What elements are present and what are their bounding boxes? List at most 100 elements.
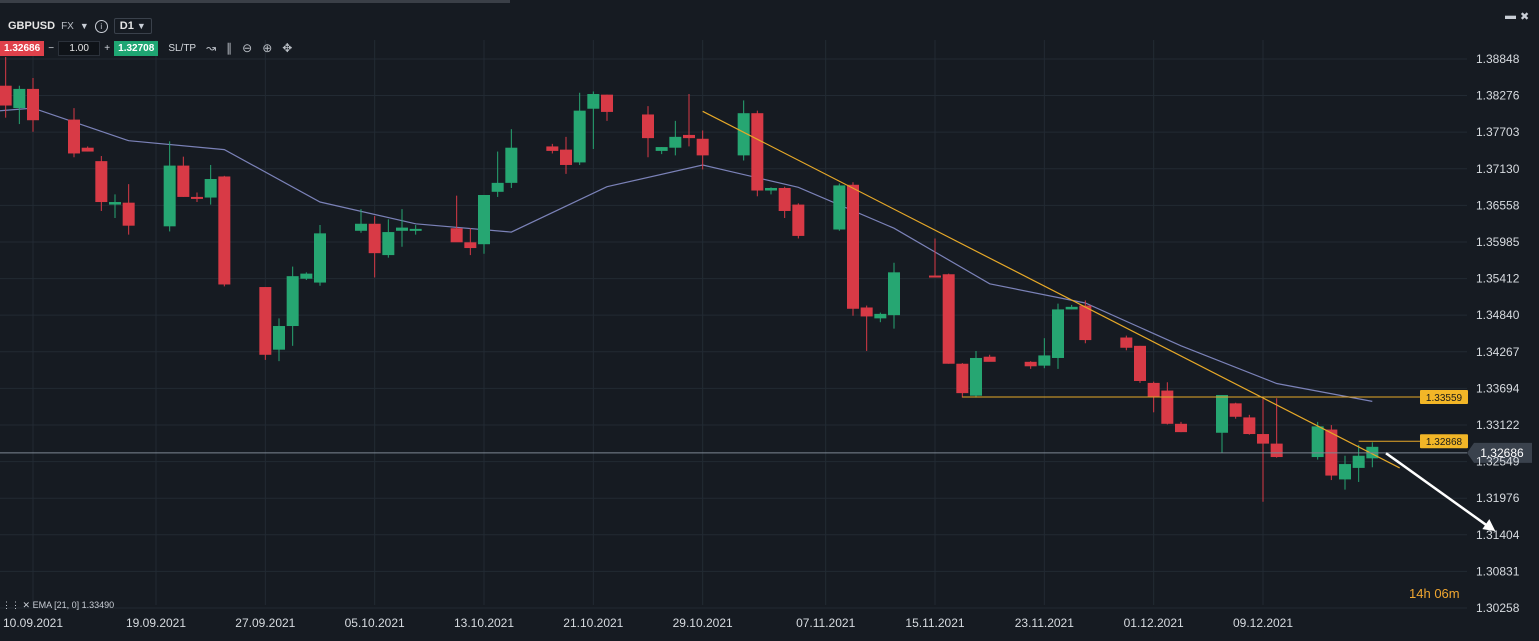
candle-body	[983, 356, 996, 362]
countdown-hours: 14h	[1409, 586, 1431, 601]
trendline	[702, 110, 1400, 469]
candle	[505, 129, 518, 188]
zoom-in-icon[interactable]: ⊕	[262, 41, 273, 55]
line-chart-icon[interactable]: ↝	[206, 41, 217, 55]
candle	[1243, 414, 1256, 435]
info-icon[interactable]: i	[94, 19, 108, 33]
buy-button[interactable]: 1.32708	[114, 40, 159, 56]
quantity-field[interactable]: 1.00	[58, 40, 101, 56]
candle-body	[81, 147, 94, 152]
candle	[191, 192, 203, 203]
candle-body	[737, 113, 750, 156]
candle-body	[601, 94, 613, 112]
timeframe-label: D1	[119, 20, 134, 32]
x-tick-label: 23.11.2021	[1015, 616, 1074, 630]
candle-body	[587, 94, 600, 109]
axis-layer: 1.38848 1.38276 1.37703 1.37130 1.36558 1.359…	[3, 52, 1520, 630]
candle-body	[683, 134, 695, 139]
quantity-increase-button[interactable]: +	[104, 42, 111, 54]
candle	[409, 225, 422, 235]
candle	[450, 195, 463, 243]
top-border	[0, 0, 510, 3]
candle	[27, 78, 39, 132]
candle-body	[1038, 355, 1051, 366]
chevron-down-icon[interactable]: ▼	[79, 21, 89, 31]
y-tick-label: 1.37703	[1476, 125, 1520, 139]
candle	[95, 156, 108, 211]
x-tick-label: 13.10.2021	[454, 616, 514, 630]
candle	[204, 164, 217, 205]
candle	[833, 183, 846, 231]
candle-body	[177, 165, 190, 197]
candle	[286, 266, 299, 346]
zoom-out-icon[interactable]: ⊖	[242, 41, 253, 55]
candle-body	[273, 326, 285, 350]
candle	[1134, 345, 1146, 383]
candle-body	[218, 176, 231, 285]
candle-body	[1079, 305, 1092, 341]
candle-body	[1352, 455, 1365, 468]
indicators-icon[interactable]: ∥	[226, 41, 233, 55]
y-tick-label: 1.35985	[1476, 235, 1520, 249]
symbol-toolbar: GBPUSD FX ▼ i D1 ▼	[8, 18, 152, 34]
close-icon[interactable]: ✕	[22, 600, 31, 610]
sl-tp-button[interactable]: SL/TP	[168, 42, 197, 54]
y-tick-label: 1.34267	[1476, 345, 1520, 359]
candle-body	[1175, 423, 1187, 433]
candle	[669, 120, 682, 156]
candle-body	[1311, 426, 1324, 458]
candle	[683, 94, 695, 147]
candle-body	[860, 307, 873, 317]
y-tick-label: 1.34840	[1476, 308, 1520, 322]
trade-row: 1.32686 − 1.00 + 1.32708 SL/TP ↝ ∥ ⊖ ⊕ ✥	[0, 40, 292, 56]
candle-body	[847, 184, 859, 309]
current-price-label: 1.32686	[1480, 446, 1524, 460]
y-tick-label: 1.32549	[1476, 455, 1520, 469]
candle	[737, 100, 750, 161]
drag-handle-icon[interactable]: ⋮⋮	[2, 600, 20, 610]
candle-body	[1052, 309, 1064, 358]
candle-body	[163, 165, 176, 227]
candle	[601, 94, 613, 121]
candle	[696, 130, 709, 170]
close-icon[interactable]: ✖	[1520, 11, 1530, 23]
candle-body	[560, 149, 572, 165]
candle	[1352, 444, 1365, 482]
drawings-layer: 1.33559 1.32868 1.32686	[0, 110, 1532, 532]
candle	[464, 228, 477, 256]
quantity-decrease-button[interactable]: −	[48, 42, 55, 54]
candle	[642, 106, 654, 158]
candle-body	[696, 138, 709, 156]
candle-body	[109, 202, 121, 205]
ema-layer	[0, 107, 1373, 402]
candle	[942, 273, 955, 364]
y-tick-label: 1.37130	[1476, 162, 1520, 176]
candle-body	[1216, 395, 1228, 433]
candle	[1065, 304, 1078, 310]
candle-body	[1120, 337, 1133, 348]
candle-body	[191, 196, 203, 199]
candle-body	[204, 179, 217, 198]
level-price-tag	[1420, 434, 1468, 449]
x-tick-label: 09.12.2021	[1233, 616, 1293, 630]
candle	[1270, 398, 1283, 458]
crosshair-move-icon[interactable]: ✥	[282, 41, 293, 55]
candle	[0, 56, 12, 118]
candle	[860, 305, 873, 351]
candle-body	[1257, 434, 1269, 444]
candle	[177, 156, 190, 197]
market-label: FX	[61, 20, 74, 32]
candle-body	[0, 85, 12, 106]
sell-button[interactable]: 1.32686	[0, 40, 45, 56]
symbol-name[interactable]: GBPUSD	[8, 20, 56, 32]
candle	[983, 354, 996, 362]
x-tick-label: 05.10.2021	[345, 616, 405, 630]
timeframe-selector[interactable]: D1 ▼	[113, 18, 152, 34]
candle-body	[1270, 443, 1283, 458]
minimize-icon[interactable]: ▬	[1505, 10, 1516, 22]
y-tick-label: 1.38276	[1476, 89, 1520, 103]
candle	[573, 92, 586, 165]
indicator-legend[interactable]: ⋮⋮ ✕ EMA [21, 0] 1.33490	[2, 600, 114, 611]
ema-legend-label: EMA [21, 0] 1.33490	[32, 600, 115, 610]
